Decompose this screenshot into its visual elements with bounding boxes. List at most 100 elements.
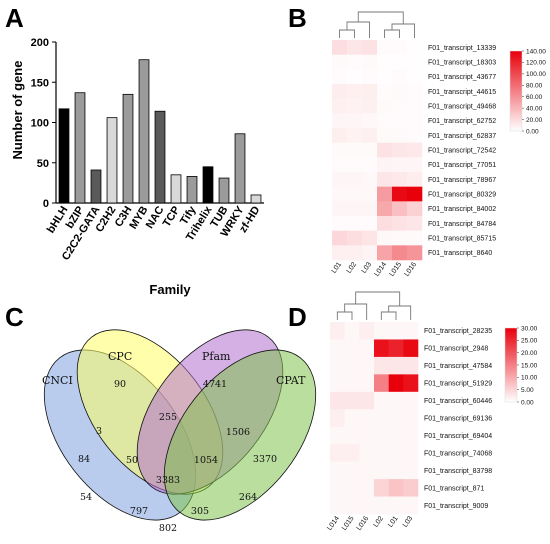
heatmap-cell	[388, 356, 404, 375]
heatmap-cell	[347, 54, 363, 70]
panel-label-b: B	[288, 3, 307, 33]
venn-count-cnci-pfam: 54	[80, 492, 92, 503]
venn-count-cnci-cpc: 3	[96, 426, 102, 437]
row-label: F01_transcript_84784	[428, 221, 496, 228]
heatmap-cell	[374, 479, 389, 497]
row-label: F01_transcript_13339	[428, 45, 496, 52]
colorbar-tick-label: 100.00	[526, 71, 546, 78]
heatmap-cell	[407, 216, 423, 231]
colorbar-tick-label: 20.00	[526, 117, 543, 124]
column-label: L015	[388, 261, 403, 278]
heatmap-cell	[332, 54, 348, 70]
heatmap-cell	[388, 461, 404, 480]
heatmap-cell	[392, 230, 408, 246]
heatmap-cell	[362, 142, 378, 158]
heatmap-cell	[359, 444, 375, 462]
column-labels-b: L01 L02 L03 L014 L015 L016	[331, 261, 418, 278]
heatmap-cell	[374, 339, 389, 358]
column-labels-d: L014 L015 L016 L02 L01 L03	[326, 515, 414, 532]
heatmap-cell	[377, 245, 393, 261]
row-label: F01_transcript_62752	[428, 118, 496, 125]
bar	[58, 108, 70, 204]
heatmap-cell	[347, 98, 363, 114]
heatmap-cell	[388, 496, 404, 515]
venn-label-cnci: CNCI	[42, 374, 73, 387]
venn-count-cnci-pfam-cpat: 797	[130, 506, 148, 517]
heatmap-cell	[407, 40, 423, 55]
heatmap-cell	[344, 374, 360, 393]
row-label: F01_transcript_43677	[428, 74, 496, 81]
heatmap-cell	[392, 142, 408, 158]
heatmap-cell	[374, 322, 389, 340]
heatmap-cell	[362, 201, 378, 217]
heatmap-cell	[377, 40, 393, 55]
x-axis-title: Family	[149, 282, 191, 297]
heatmap-cell	[347, 216, 363, 231]
colorbar-b: 140.00 120.00 100.00 80.00 60.00 40.00 20.00 0.…	[509, 48, 546, 135]
heatmap-cell	[407, 54, 423, 70]
column-label: L016	[356, 515, 371, 532]
bar	[138, 59, 150, 204]
heatmap-cell	[407, 98, 423, 114]
x-tick-labels: bHLHbZIPC2C2-GATAC2H2C3HMYBNACTCPTifyTri…	[45, 203, 263, 262]
heatmap-cell	[407, 201, 423, 217]
heatmap-cell	[403, 461, 419, 480]
heatmap-cell	[347, 128, 363, 143]
row-label: F01_transcript_49468	[428, 104, 496, 111]
heatmap-cell	[362, 54, 378, 70]
heatmap-cell	[388, 322, 404, 340]
row-label: F01_transcript_51929	[424, 381, 492, 388]
row-label: F01_transcript_44615	[428, 89, 496, 96]
colorbar-tick-label: 80.00	[526, 83, 543, 90]
heatmap-cell	[332, 157, 348, 173]
heatmap-cell	[330, 322, 345, 340]
heatmap-cell	[362, 157, 378, 173]
colorbar-tick-label: 40.00	[526, 105, 543, 112]
heatmap-cell	[374, 444, 389, 462]
y-tick-label: 150	[31, 77, 49, 89]
heatmap-cell	[330, 444, 345, 462]
x-tick-label: TCP	[161, 204, 183, 229]
venn-count-pfam-only: 4741	[203, 379, 227, 390]
heatmap-cell	[392, 54, 408, 70]
heatmap-cell	[392, 186, 408, 202]
column-label: L03	[402, 515, 414, 529]
bar	[234, 133, 246, 204]
heatmap-cell	[344, 479, 360, 497]
heatmap-cell	[392, 128, 408, 143]
heatmap-cell	[359, 409, 375, 428]
heatmap-cell	[344, 391, 360, 410]
heatmap-cell	[344, 461, 360, 480]
heatmap-cell	[407, 69, 423, 85]
heatmap-cell	[374, 391, 389, 410]
heatmap-cell	[330, 461, 345, 480]
row-labels-d: F01_transcript_28235 F01_transcript_2948 F…	[424, 328, 492, 510]
heatmap-cell	[388, 444, 404, 462]
heatmap-cell	[403, 479, 419, 497]
heatmap-cell	[344, 339, 360, 358]
venn-count-cnci-cpc-cpat: 305	[191, 506, 209, 517]
y-tick-label: 50	[37, 158, 49, 170]
heatmap-cell	[347, 172, 363, 187]
colorbar-tick-label: 10.00	[521, 375, 538, 382]
heatmap-cell	[359, 339, 375, 358]
row-label: F01_transcript_2948	[424, 346, 488, 353]
heatmap-cell	[332, 113, 348, 129]
heatmap-cell	[362, 69, 378, 85]
heatmap-cell	[374, 426, 389, 445]
heatmap-cells-b	[332, 40, 423, 261]
heatmap-cell	[362, 216, 378, 231]
colorbar-gradient	[509, 50, 523, 132]
heatmap-cell	[359, 391, 375, 410]
heatmap-cell	[347, 69, 363, 85]
column-label: L016	[403, 261, 418, 278]
heatmap-cell	[362, 98, 378, 114]
heatmap-cells-d	[330, 322, 419, 515]
row-label: F01_transcript_83798	[424, 468, 492, 475]
venn-count-cnci-only: 84	[78, 454, 90, 465]
heatmap-cell	[377, 201, 393, 217]
column-dendrogram-b	[339, 11, 415, 38]
bar	[202, 166, 214, 204]
dendrogram-branch	[339, 29, 355, 38]
